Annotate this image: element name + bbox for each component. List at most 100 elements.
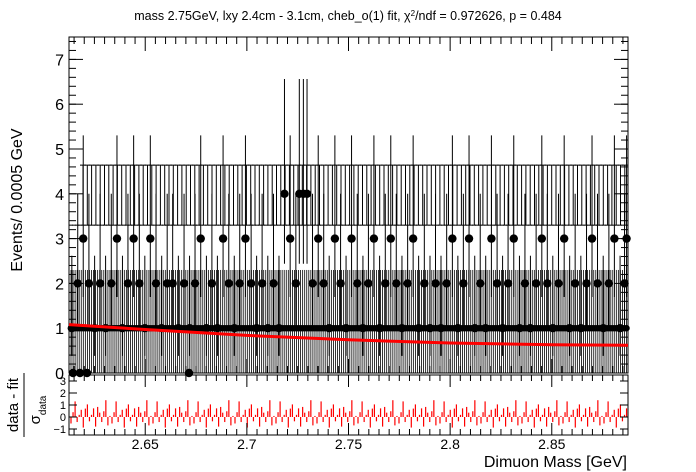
pull-bar xyxy=(377,414,380,417)
pull-bar xyxy=(302,406,304,417)
pull-bar xyxy=(172,414,175,417)
pull-bar xyxy=(531,409,533,417)
pull-bar xyxy=(570,414,572,417)
data-point xyxy=(285,234,295,243)
pull-bar xyxy=(127,404,129,417)
pull-bar xyxy=(599,417,601,426)
pull-bar xyxy=(86,404,88,417)
pull-bar xyxy=(248,408,250,417)
pull-bar xyxy=(365,414,367,417)
pull-bar xyxy=(125,408,127,417)
pull-bar xyxy=(80,409,82,417)
pull-bar xyxy=(136,417,138,427)
pull-bar xyxy=(420,408,423,417)
pull-bar xyxy=(261,406,263,417)
pull-bar xyxy=(168,404,170,417)
x-tick-label: 2.85 xyxy=(538,436,565,452)
pull-bar xyxy=(431,411,433,417)
pull-bar xyxy=(281,417,283,423)
pull-y-tick-label: 0 xyxy=(60,412,66,424)
y-tick-label: 1 xyxy=(55,321,64,338)
pull-bar xyxy=(177,417,179,427)
data-point xyxy=(291,279,301,288)
pull-bar xyxy=(267,411,269,417)
pull-bar xyxy=(605,412,607,417)
data-point xyxy=(386,234,395,243)
pull-bar xyxy=(525,401,527,417)
data-point xyxy=(168,279,177,288)
pull-bar xyxy=(623,414,626,417)
pull-bar xyxy=(550,412,552,417)
pull-bar xyxy=(338,408,341,417)
pull-bar xyxy=(244,409,246,417)
pull-bar xyxy=(273,415,275,417)
pull-bar xyxy=(435,417,437,426)
pull-bar xyxy=(443,401,445,417)
pull-bar xyxy=(283,414,285,417)
pull-bar xyxy=(263,412,265,417)
pull-bar xyxy=(343,406,345,417)
data-point xyxy=(537,234,547,243)
pull-bar xyxy=(392,400,394,417)
pull-bar xyxy=(256,408,259,417)
pull-bar xyxy=(328,417,330,428)
pull-bar xyxy=(464,417,466,427)
data-point xyxy=(459,279,468,288)
data-point xyxy=(73,279,82,288)
pull-bar xyxy=(390,411,392,417)
pull-bar xyxy=(275,417,277,424)
pull-bar xyxy=(548,406,550,417)
pull-bar xyxy=(457,417,460,422)
pull-bar xyxy=(451,417,453,428)
pull-bar xyxy=(236,412,238,417)
pull-bar xyxy=(402,401,404,417)
y-tick-label: 5 xyxy=(55,142,64,159)
pull-bar xyxy=(437,415,439,417)
pull-bar xyxy=(289,408,291,417)
pull-bar xyxy=(187,400,189,417)
data-point xyxy=(408,234,418,243)
data-point xyxy=(464,234,474,243)
pull-bar xyxy=(88,417,91,422)
pull-y-tick-label: 1 xyxy=(60,400,66,412)
pull-bar xyxy=(595,411,597,417)
pull-bar xyxy=(140,412,142,417)
pull-bar xyxy=(511,417,513,423)
pull-bar xyxy=(597,400,599,417)
data-point xyxy=(235,279,244,288)
pull-bar xyxy=(535,408,537,417)
pull-bar xyxy=(195,412,197,417)
pull-bar xyxy=(408,409,410,417)
data-point xyxy=(554,279,563,288)
pull-bar xyxy=(310,400,312,417)
pull-bar xyxy=(252,417,255,422)
data-point xyxy=(520,279,530,288)
data-point xyxy=(587,234,597,243)
data-point xyxy=(280,189,289,198)
data-point xyxy=(503,279,513,288)
pull-bar xyxy=(488,414,490,417)
x-tick-label: 2.65 xyxy=(132,436,159,452)
pull-bar xyxy=(228,400,230,417)
pull-bar xyxy=(541,414,544,417)
pull-bar xyxy=(324,414,326,417)
pull-bar xyxy=(355,415,357,417)
pull-bar xyxy=(295,414,298,417)
pull-bar xyxy=(453,408,455,417)
pull-bar xyxy=(519,415,521,417)
pull-bar xyxy=(382,417,384,427)
data-point xyxy=(336,279,345,288)
pull-bar xyxy=(201,414,203,417)
pull-bar xyxy=(189,417,191,426)
y-axis-label: Events/ 0.0005 GeV xyxy=(9,128,26,272)
pull-bar xyxy=(396,415,398,417)
pull-bar xyxy=(574,417,576,428)
pull-bar xyxy=(341,417,343,427)
data-point xyxy=(442,279,451,288)
pull-bar xyxy=(277,412,279,417)
data-point xyxy=(79,234,88,243)
data-point xyxy=(241,234,250,243)
pull-bar xyxy=(250,404,252,417)
pull-bar xyxy=(197,401,199,417)
